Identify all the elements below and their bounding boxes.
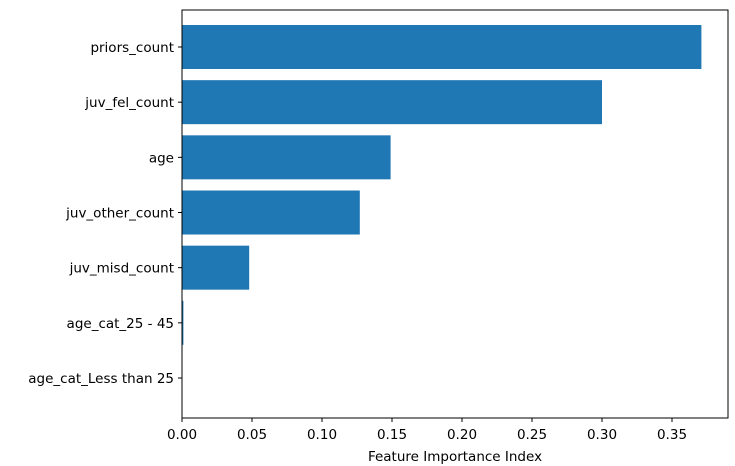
bar-3 (182, 190, 360, 235)
y-tick-label-6: age_cat_Less than 25 (28, 371, 174, 387)
x-axis-ticks: 0.00 0.05 0.10 0.15 0.20 0.25 0.30 0.35 (167, 418, 687, 443)
y-tick-label-2: age (149, 150, 174, 166)
y-tick-label-5: age_cat_25 - 45 (67, 316, 174, 332)
x-tick-label-6: 0.30 (587, 427, 617, 443)
bar-5 (182, 300, 184, 345)
x-tick-label-2: 0.10 (307, 427, 337, 443)
bar-2 (182, 135, 391, 180)
bar-1 (182, 80, 602, 125)
y-tick-label-3: juv_other_count (65, 206, 174, 222)
x-tick-label-5: 0.25 (517, 427, 547, 443)
x-tick-label-3: 0.15 (377, 427, 407, 443)
x-tick-label-1: 0.05 (237, 427, 267, 443)
bar-4 (182, 245, 250, 290)
x-tick-label-4: 0.20 (447, 427, 477, 443)
y-tick-label-1: juv_fel_count (84, 95, 174, 111)
plot-frame (181, 9, 729, 419)
y-tick-label-0: priors_count (90, 40, 174, 56)
x-tick-label-7: 0.35 (657, 427, 687, 443)
bars-group (182, 25, 702, 345)
x-axis-label: Feature Importance Index (368, 449, 542, 465)
bar-0 (182, 25, 702, 69)
x-tick-label-0: 0.00 (167, 427, 197, 443)
y-tick-label-4: juv_misd_count (69, 261, 174, 277)
